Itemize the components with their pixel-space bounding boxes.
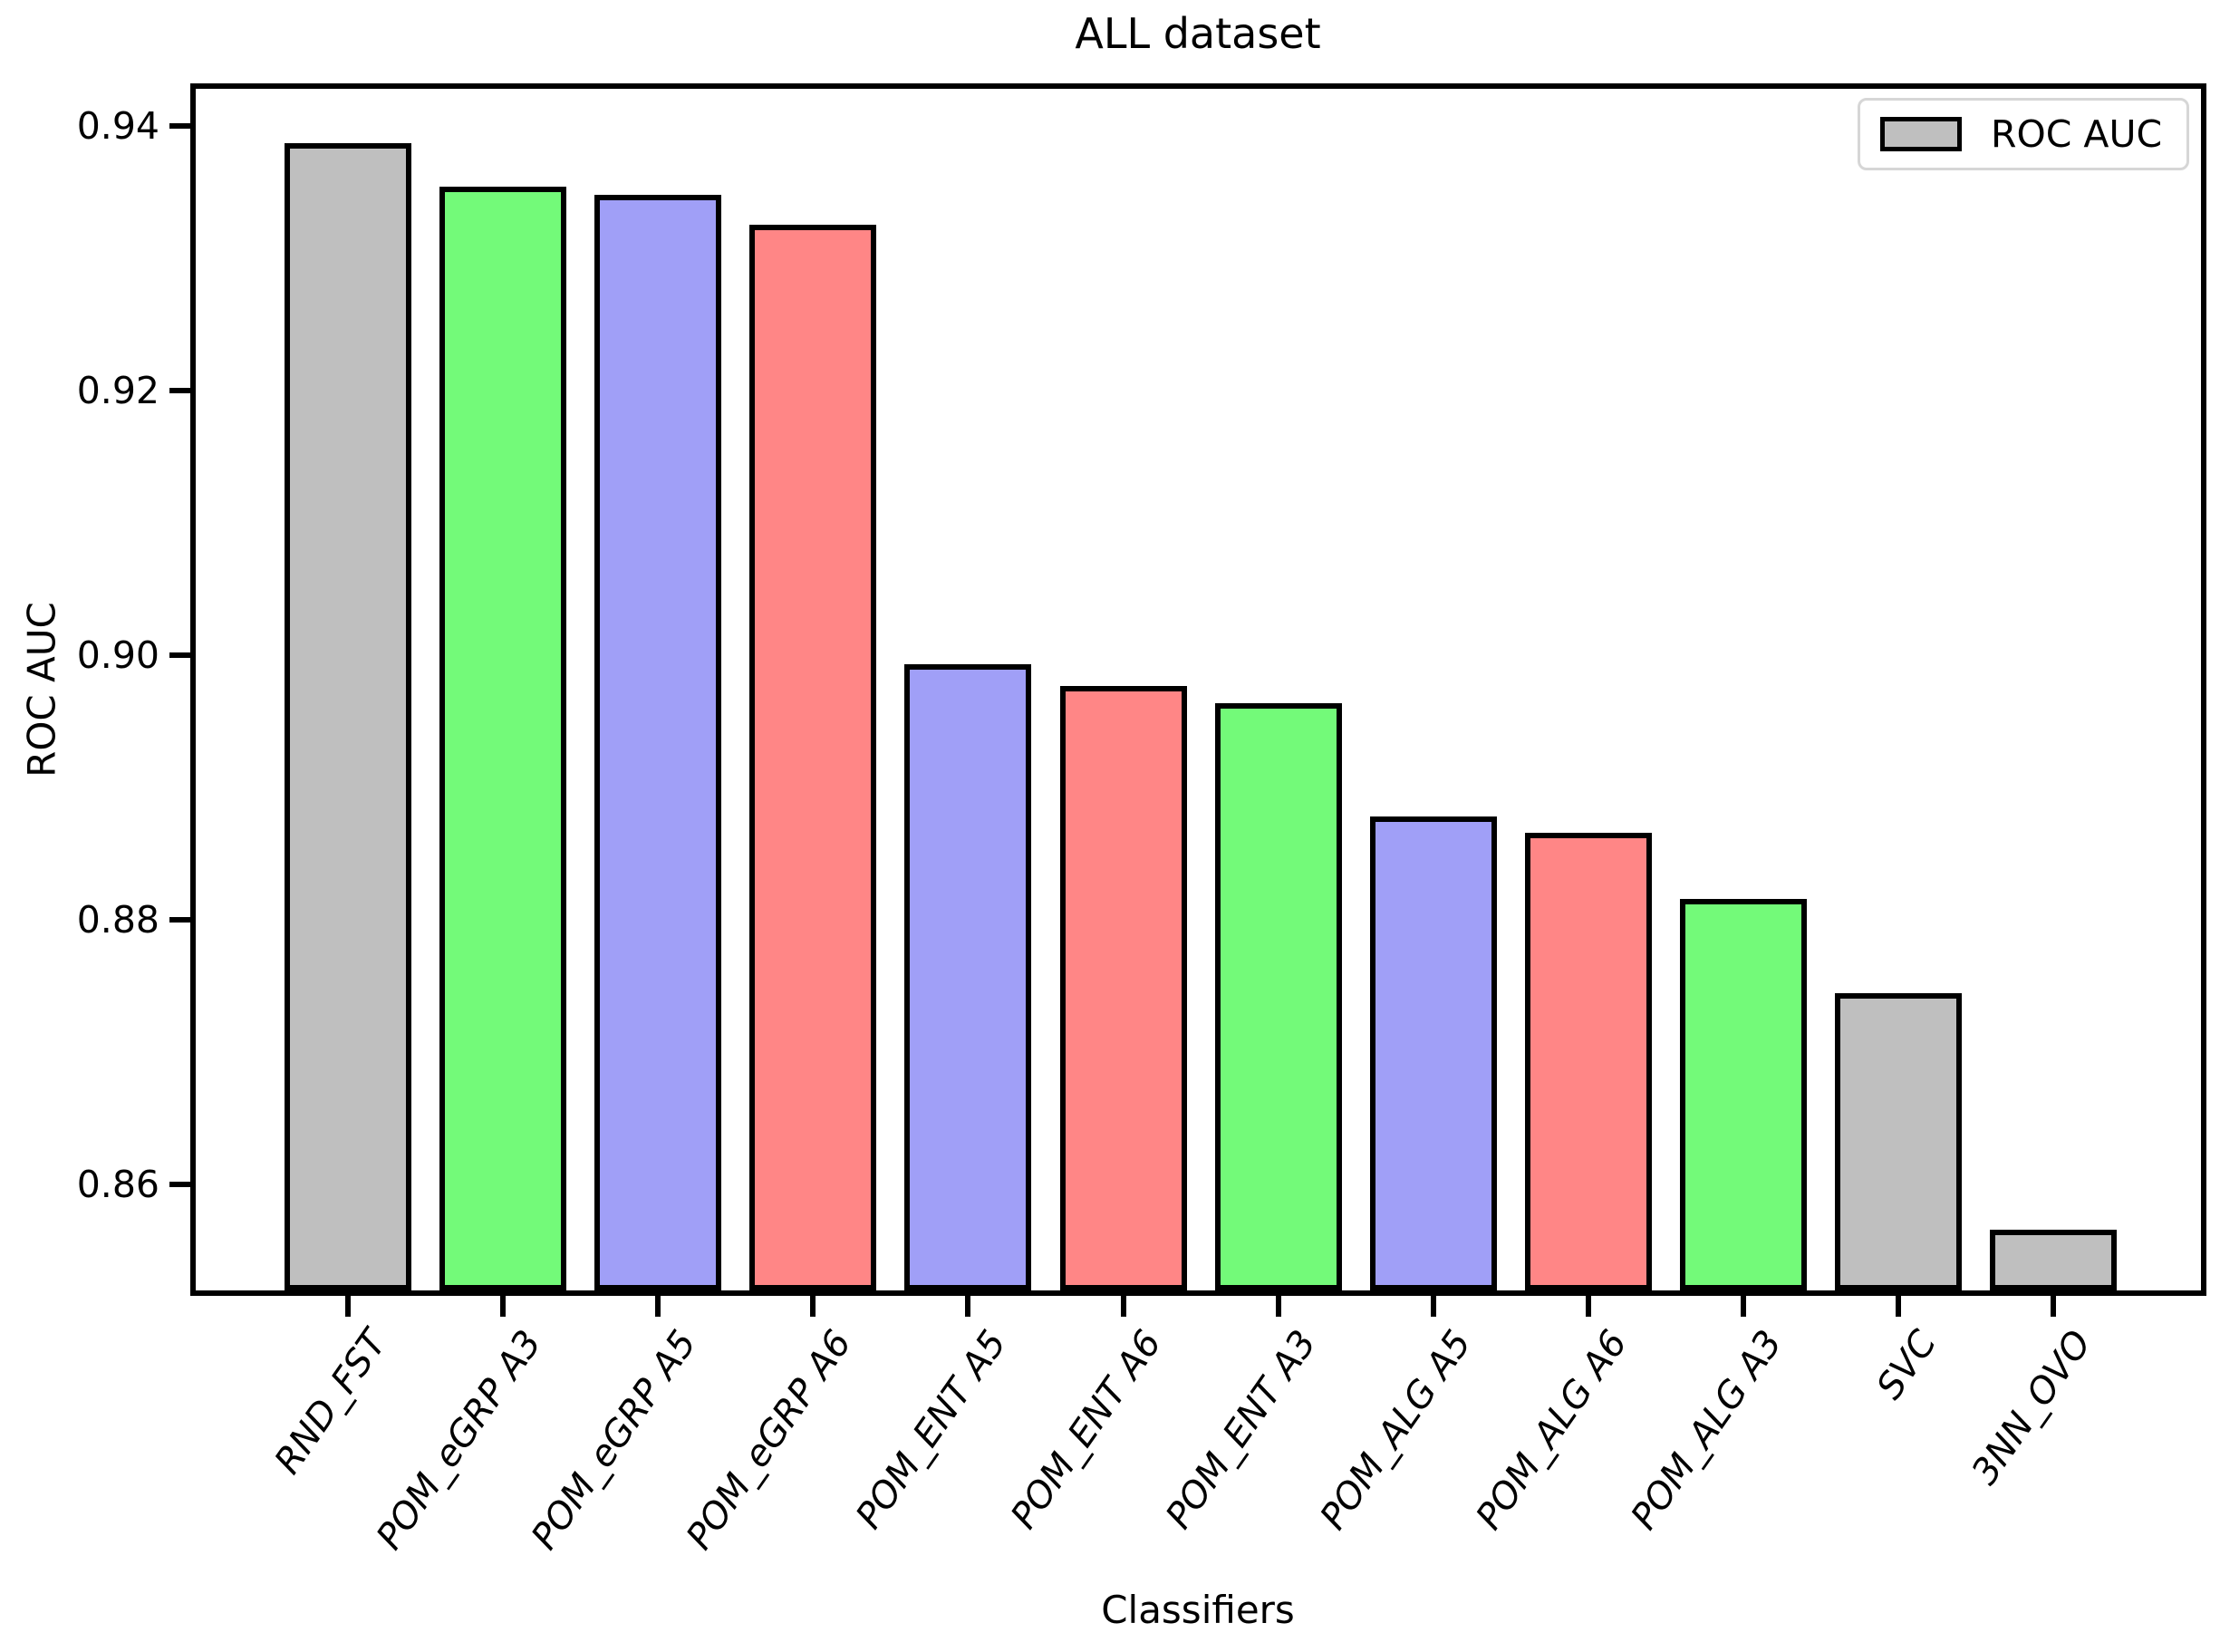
x-tick-mark [810, 1296, 816, 1317]
bar-POM_eGRP A3 [439, 186, 567, 1290]
x-tick-mark [655, 1296, 661, 1317]
bar-RND_FST [285, 142, 411, 1290]
legend-label: ROC AUC [1991, 112, 2163, 156]
y-tick-mark [169, 917, 190, 923]
x-tick-label: 3NN_OVO [1964, 1323, 2100, 1493]
x-tick-mark [1585, 1296, 1591, 1317]
bar-3NN_OVO [1990, 1229, 2118, 1290]
y-tick-label: 0.94 [76, 103, 159, 148]
x-tick-mark [2051, 1296, 2057, 1317]
x-tick-mark [1740, 1296, 1746, 1317]
x-tick-label: SVC [1868, 1323, 1945, 1407]
y-tick-mark [169, 122, 190, 129]
legend: ROC AUC [1858, 98, 2189, 170]
x-tick-mark [500, 1296, 507, 1317]
y-tick-label: 0.92 [76, 368, 159, 412]
bar-POM_ALG A5 [1369, 816, 1497, 1290]
y-axis-label: ROC AUC [19, 602, 64, 778]
bar-POM_ENT A3 [1214, 702, 1342, 1290]
x-tick-mark [965, 1296, 971, 1317]
x-tick-label: POM_ENT A6 [1003, 1323, 1171, 1537]
bar-POM_eGRP A6 [749, 225, 877, 1290]
x-tick-mark [1120, 1296, 1126, 1317]
x-tick-label: POM_eGRP A5 [523, 1323, 705, 1558]
bar-POM_ENT A6 [1059, 685, 1187, 1290]
y-tick-label: 0.88 [76, 898, 159, 942]
x-tick-label: POM_eGRP A3 [368, 1323, 550, 1558]
y-tick-label: 0.90 [76, 633, 159, 678]
y-tick-mark [169, 387, 190, 393]
bar-POM_eGRP A5 [594, 194, 722, 1290]
bar-POM_ENT A5 [904, 664, 1032, 1290]
x-tick-label: POM_ALG A6 [1467, 1323, 1636, 1538]
y-tick-mark [169, 1182, 190, 1188]
x-tick-mark [1275, 1296, 1281, 1317]
x-tick-label: POM_ALG A5 [1312, 1323, 1481, 1538]
y-tick-label: 0.86 [76, 1163, 159, 1207]
x-tick-label: POM_ENT A5 [847, 1323, 1016, 1537]
x-tick-label: POM_eGRP A6 [678, 1323, 860, 1558]
x-tick-label: POM_ENT A3 [1158, 1323, 1326, 1537]
bar-POM_ALG A3 [1679, 898, 1807, 1290]
x-tick-label: POM_ALG A3 [1622, 1323, 1790, 1538]
x-tick-mark [1430, 1296, 1436, 1317]
x-tick-mark [1896, 1296, 1901, 1317]
x-tick-mark [345, 1296, 351, 1317]
x-axis-label: Classifiers [1101, 1588, 1295, 1632]
x-tick-label: RND_FST [265, 1323, 395, 1482]
bar-SVC [1835, 992, 1962, 1290]
bar-POM_ALG A6 [1524, 832, 1652, 1290]
chart-title: ALL dataset [1075, 9, 1321, 58]
y-tick-mark [169, 652, 190, 659]
legend-swatch [1880, 117, 1962, 151]
